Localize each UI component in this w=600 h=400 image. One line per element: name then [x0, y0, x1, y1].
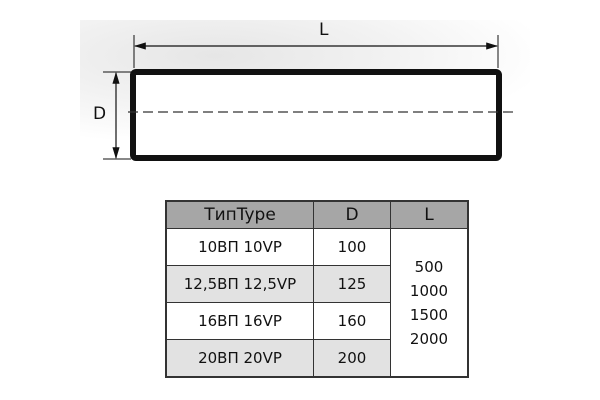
length-value: 500: [414, 257, 444, 276]
diameter-label: D: [93, 104, 107, 124]
cell-d: 200: [313, 339, 391, 378]
length-value: 2000: [409, 329, 449, 348]
cell-type: 10ВП 10VP: [165, 228, 314, 266]
pipe-drawing: [103, 35, 515, 161]
table-row: 20ВП 20VP 200: [165, 339, 468, 378]
cell-d: 100: [313, 228, 391, 266]
cell-type: 16ВП 16VP: [165, 302, 314, 340]
cell-type: 12,5ВП 12,5VP: [165, 265, 314, 303]
cell-d: 160: [313, 302, 391, 340]
length-value: 1000: [409, 281, 449, 300]
table-header: ТипType D L: [165, 200, 469, 229]
header-d: D: [313, 200, 391, 229]
cell-type: 20ВП 20VP: [165, 339, 314, 378]
cell-d: 125: [313, 265, 391, 303]
dimensions-table: ТипType D L 10ВП 10VP 100 500 1000 1500 …: [165, 200, 469, 378]
length-label: L: [319, 20, 329, 40]
header-l: L: [390, 200, 469, 229]
table-row: 16ВП 16VP 160: [165, 302, 468, 340]
length-value: 1500: [409, 305, 449, 324]
cell-lengths: 500 1000 1500 2000: [390, 228, 469, 378]
header-type: ТипType: [165, 200, 314, 229]
pipe-outline: [130, 69, 502, 161]
table-row: 10ВП 10VP 100 500 1000 1500 2000: [165, 228, 469, 378]
